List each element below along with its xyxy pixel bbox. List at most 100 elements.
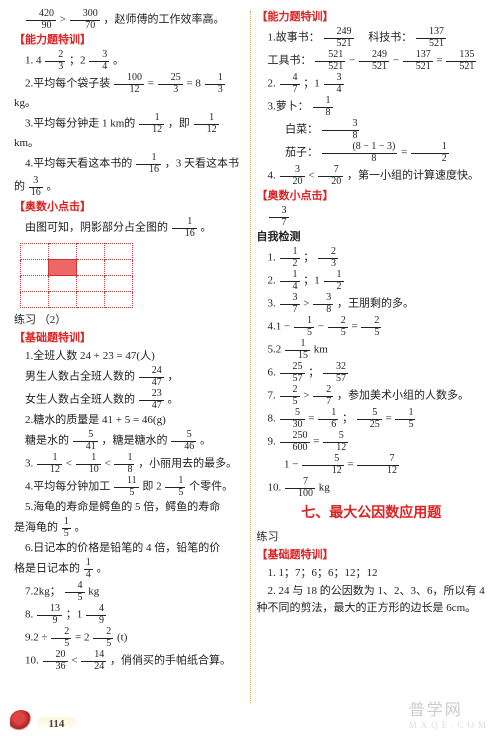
page-number-wrap: 114 xyxy=(10,710,76,730)
fraction: 47 xyxy=(280,73,300,95)
text: 个零件。 xyxy=(189,481,233,493)
grid-figure xyxy=(20,243,133,308)
section-heading: 【能力题特训】 xyxy=(257,9,487,26)
text: 1. xyxy=(268,32,276,44)
text: 1. xyxy=(268,252,276,264)
fraction: 42090 xyxy=(26,9,56,31)
text: 4. xyxy=(25,481,33,493)
line: 1 − 512 = 712 xyxy=(257,454,487,476)
text: = xyxy=(385,413,391,425)
text: 8. xyxy=(25,609,33,621)
text: ，3 天看这本书 xyxy=(165,158,239,170)
subheading: 练习 （2） xyxy=(14,312,244,329)
fraction: 116 xyxy=(172,217,197,239)
fraction: 25 xyxy=(93,627,113,649)
line: 7.2kg； 45 kg xyxy=(14,581,244,603)
text: 6. xyxy=(25,542,33,554)
fraction: 16 xyxy=(318,408,338,430)
fraction: 2557 xyxy=(280,362,305,384)
line: 糖是水的 541 ，糖是糖水的 546 。 xyxy=(14,430,244,452)
fraction: 115 xyxy=(114,476,139,498)
text: 平均每分钟加工 xyxy=(33,481,110,493)
text: ，赵师傅的工作效率高。 xyxy=(103,14,224,26)
fraction: 27 xyxy=(313,385,333,407)
fraction: 250600 xyxy=(280,431,310,453)
line: 4.平均每分钟加工 115 即 2 15 个零件。 xyxy=(14,476,244,498)
text: 科技书： xyxy=(357,32,412,44)
right-column: 【能力题特训】 1.故事书： 249521 科技书： 137521 工具书： 5… xyxy=(251,8,493,706)
line: 37 xyxy=(257,206,487,228)
line: 7. 25 > 27 ，参加美术小组的人数多。 xyxy=(257,385,487,407)
fraction: 525 xyxy=(357,408,382,430)
text: = 2 xyxy=(75,632,89,644)
text: < xyxy=(66,458,72,470)
line: 4.平均每天看这本书的 116 ，3 天看这本书 xyxy=(14,153,244,175)
text: − xyxy=(393,55,402,67)
fraction: 49 xyxy=(86,604,106,626)
text: kg xyxy=(319,482,330,494)
page-number: 114 xyxy=(37,717,77,731)
text: 平均每个袋子装 xyxy=(33,78,110,90)
fraction: 10012 xyxy=(114,73,144,95)
text: 的 xyxy=(14,181,25,193)
text: 5. xyxy=(268,344,276,356)
left-column: 42090 > 30070 ，赵师傅的工作效率高。 【能力题特训】 1. 4 2… xyxy=(8,8,250,706)
line: 8. 530 = 16 ； 525 = 15 xyxy=(257,408,487,430)
text: 4. xyxy=(268,170,276,182)
fraction: 15 xyxy=(62,517,71,539)
text: 6. xyxy=(268,367,276,379)
fraction: 253 xyxy=(158,73,183,95)
text: ，俏俏买的手帕纸合算。 xyxy=(110,655,231,667)
fraction: 116 xyxy=(136,153,161,175)
fraction: 23 xyxy=(45,50,65,72)
fraction: 3257 xyxy=(323,362,348,384)
line: 2.平均每个袋子装 10012 = 253 = 8 13 kg。 xyxy=(14,73,244,112)
fraction: 512 xyxy=(302,454,344,476)
text: ； xyxy=(308,367,319,379)
line: 工具书： 521521 − 249521 − 137521 = 135521 xyxy=(257,50,487,72)
section-heading: 【能力题特训】 xyxy=(14,32,244,49)
section-heading: 【奥数小点击】 xyxy=(257,188,487,205)
fraction: 249521 xyxy=(359,50,389,72)
text: 茄子： xyxy=(285,147,318,159)
fraction: 2036 xyxy=(43,650,68,672)
line: 3. 37 > 38 ，王朋剩的多。 xyxy=(257,293,487,315)
text: 1 − xyxy=(276,321,290,333)
fraction: 112 xyxy=(139,113,164,135)
subheading: 练习 xyxy=(257,529,487,546)
text: = xyxy=(347,459,353,471)
fraction: 135521 xyxy=(446,50,476,72)
text: kg xyxy=(88,586,99,598)
fraction: 38 xyxy=(313,293,333,315)
text: 。 xyxy=(200,435,211,447)
text: < xyxy=(104,458,110,470)
fraction: 137521 xyxy=(416,27,446,49)
text: 7. xyxy=(25,586,33,598)
text: 2. xyxy=(25,78,33,90)
fraction: 112 xyxy=(37,453,62,475)
text: 2. xyxy=(268,275,276,287)
line: 9. 250600 = 512 xyxy=(257,431,487,453)
line: 4. 320 < 720 ，第一小组的计算速度快。 xyxy=(257,165,487,187)
fraction: 521521 xyxy=(315,50,345,72)
fraction: 38 xyxy=(322,119,360,141)
fraction: 25 xyxy=(328,316,348,338)
line: 10. 2036 < 1424 ，俏俏买的手帕纸合算。 xyxy=(14,650,244,672)
fraction: 25 xyxy=(361,316,381,338)
line: 5.海龟的寿命是鳄鱼的 5 倍，鳄鱼的寿命 xyxy=(14,499,244,516)
fraction: 37 xyxy=(269,206,289,228)
text: > xyxy=(303,390,309,402)
text: 3. xyxy=(268,101,276,113)
text: 海龟的寿命是鳄鱼的 5 倍，鳄鱼的寿命 xyxy=(33,501,220,513)
line: 由图可知，阴影部分占全图的 116 。 xyxy=(14,217,244,239)
text: 9. xyxy=(268,436,276,448)
text: 5. xyxy=(25,501,33,513)
text: 2 ÷ xyxy=(33,632,47,644)
line: 1. 12 ； 23 xyxy=(257,247,487,269)
line: 3. 112 < 110 < 18 ，小丽用去的最多。 xyxy=(14,453,244,475)
text: 。 xyxy=(47,181,58,193)
text: 10. xyxy=(268,482,282,494)
text: 萝卜： xyxy=(276,101,309,113)
rooster-icon xyxy=(10,710,32,730)
line: 白菜： 38 xyxy=(257,119,487,141)
